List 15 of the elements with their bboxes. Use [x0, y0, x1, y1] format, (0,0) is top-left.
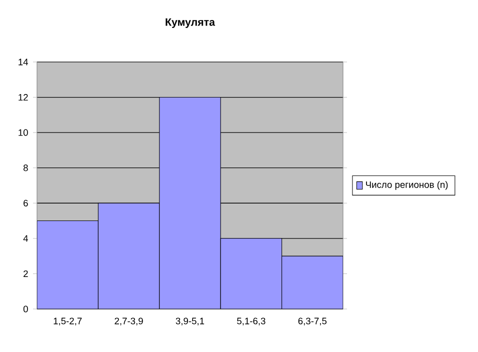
y-tick-label: 4: [23, 235, 28, 242]
legend-label: Число регионов (n): [366, 181, 448, 190]
x-tick-label: 6,3-7,5: [298, 318, 327, 326]
x-tick-label: 5,1-6,3: [237, 318, 266, 326]
x-tick-label: 1,5-2,7: [54, 318, 82, 326]
y-tick-label: 14: [18, 58, 28, 66]
y-tick-label: 6: [24, 200, 28, 206]
chart-title: Кумулята: [166, 18, 216, 28]
y-tick-label: 2: [24, 270, 28, 277]
x-tick-label: 2,7-3,9: [114, 318, 143, 326]
y-tick-label: 8: [24, 164, 28, 172]
y-tick-label: 0: [23, 306, 28, 312]
y-tick-label: 12: [18, 94, 28, 101]
x-tick-label: 3,9-5,1: [176, 318, 204, 326]
y-tick-label: 10: [18, 129, 28, 136]
